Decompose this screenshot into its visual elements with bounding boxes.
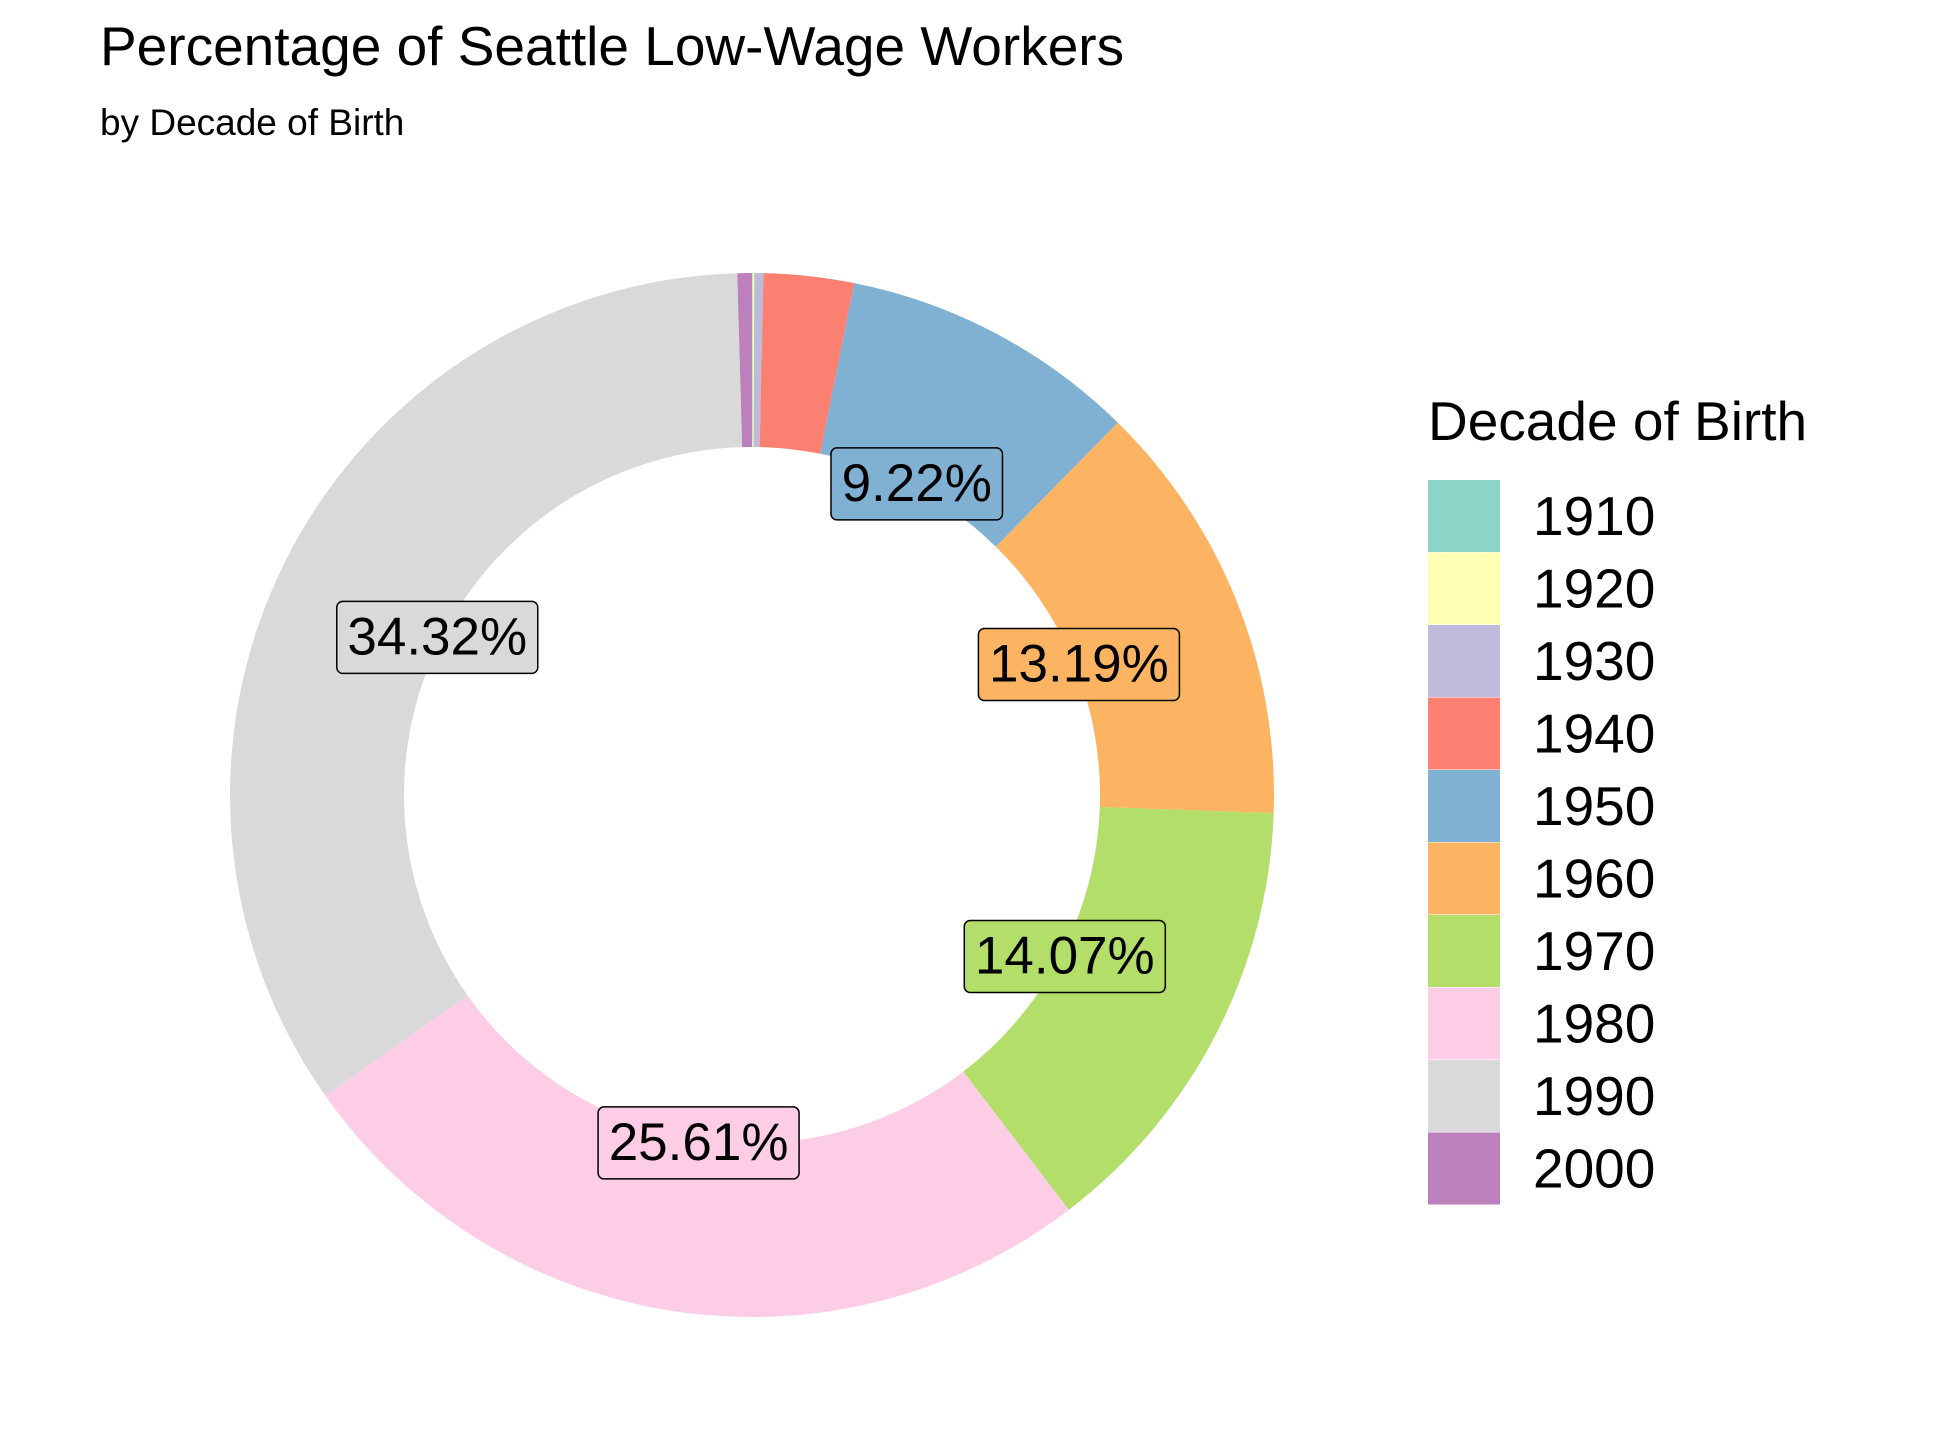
slice-2000 [737, 273, 752, 448]
slice-labels: 9.22% 13.19% 14.07% 25.61% 34.32% [336, 447, 1181, 1180]
legend-key-1920 [1428, 552, 1500, 625]
slice-label-1980: 25.61% [597, 1106, 800, 1180]
slice-1920 [752, 273, 755, 448]
slice-label-text-1960: 13.19% [989, 634, 1169, 693]
legend-label-2000: 2000 [1533, 1138, 1655, 1200]
legend-key-1970 [1428, 915, 1500, 987]
slice-1940 [759, 273, 855, 454]
slice-label-text-1950: 9.22% [842, 454, 992, 513]
slice-label-1970: 14.07% [963, 919, 1167, 994]
legend-key-1910 [1428, 480, 1500, 552]
slice-label-box-1970 [963, 919, 1167, 994]
slice-label-text-1980: 25.61% [609, 1113, 789, 1172]
slice-label-box-1960 [977, 627, 1181, 702]
legend-key-2000 [1428, 1132, 1500, 1205]
legend-label-1970: 1970 [1533, 920, 1655, 982]
slice-1990 [230, 273, 743, 1096]
slice-1910 [752, 273, 753, 448]
legend: Decade of Birth 1910 1920 1930 1940 1950 1960… [1428, 390, 1807, 1205]
slice-label-1990: 34.32% [336, 600, 539, 675]
legend-key-1940 [1428, 697, 1500, 770]
slice-label-box-1950 [830, 447, 1004, 521]
legend-key-1930 [1428, 625, 1500, 697]
legend-label-1950: 1950 [1533, 775, 1655, 837]
legend-label-1940: 1940 [1533, 703, 1655, 765]
slice-1960 [995, 422, 1274, 814]
legend-label-1930: 1930 [1533, 630, 1655, 692]
slice-label-1960: 13.19% [977, 627, 1181, 702]
legend-key-1990 [1428, 1060, 1500, 1132]
legend-label-1910: 1910 [1533, 485, 1655, 547]
slice-label-box-1990 [336, 600, 539, 675]
legend-label-1990: 1990 [1533, 1065, 1655, 1127]
legend-label-1960: 1960 [1533, 848, 1655, 910]
legend-key-1980 [1428, 987, 1500, 1060]
slice-label-1950: 9.22% [830, 447, 1004, 521]
chart-title: Percentage of Seattle Low-Wage Workers [100, 15, 1124, 77]
slice-1930 [753, 273, 764, 448]
slice-label-text-1990: 34.32% [347, 607, 527, 666]
legend-key-1950 [1428, 770, 1500, 842]
slice-label-box-1980 [597, 1106, 800, 1180]
slice-1950 [820, 283, 1118, 547]
legend-label-1980: 1980 [1533, 993, 1655, 1055]
chart-subtitle: by Decade of Birth [100, 102, 404, 143]
legend-key-1960 [1428, 842, 1500, 915]
legend-label-1920: 1920 [1533, 558, 1655, 620]
slice-1970 [963, 807, 1274, 1210]
legend-title: Decade of Birth [1428, 390, 1807, 452]
slice-label-text-1970: 14.07% [975, 926, 1155, 985]
